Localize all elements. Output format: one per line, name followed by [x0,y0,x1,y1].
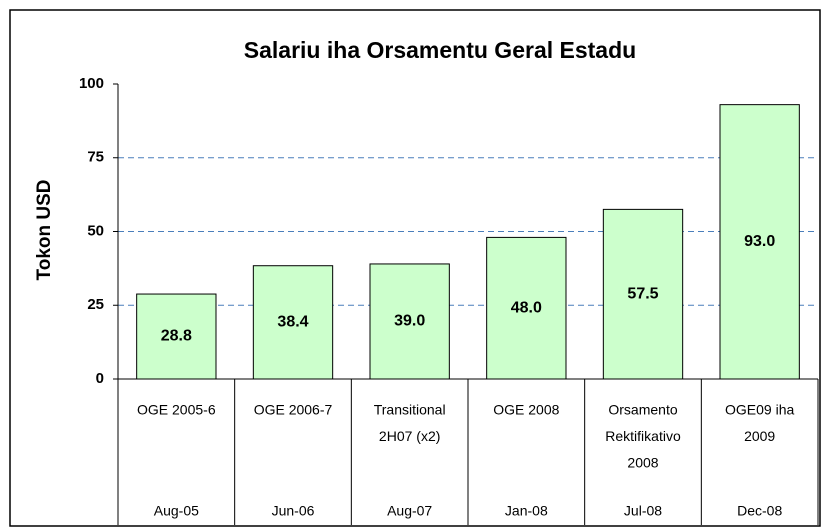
x-tick-label: OGE 2008 [493,402,559,418]
bar [369,263,450,380]
value-label: 93.0 [744,233,775,250]
y-tick-label: 25 [87,296,104,313]
x-tick-label: 2009 [744,428,775,444]
x-tick-label: OGE09 iha [725,402,794,418]
value-label: 57.5 [627,285,658,302]
x-date-label: Aug-07 [387,503,432,519]
x-tick-label: Rektifikativo [605,428,681,444]
x-tick-label: OGE 2006-7 [254,402,333,418]
x-date-label: Jul-08 [624,503,662,519]
y-tick-label: 0 [96,370,104,387]
x-tick-label: Transitional [374,402,446,418]
bar [602,208,684,380]
x-date-label: Dec-08 [737,503,782,519]
x-tick-label: 2008 [627,455,658,471]
bar [486,236,567,380]
x-date-label: Jan-08 [505,503,548,519]
x-date-label: Jun-06 [272,503,315,519]
bar [252,265,334,380]
value-label: 38.4 [277,314,308,331]
bar [136,293,217,380]
value-label: 39.0 [394,313,425,330]
bar [719,104,800,380]
x-tick-label: Orsamento [608,402,677,418]
x-tick-label: 2H07 (x2) [379,428,440,444]
value-label: 48.0 [511,299,542,316]
y-tick-label: 100 [79,75,104,92]
x-date-label: Aug-05 [154,503,199,519]
chart-title: Salariu iha Orsamentu Geral Estadu [244,37,636,63]
y-tick-label: 75 [87,149,104,166]
y-tick-label: 50 [87,222,104,239]
y-axis-title: Tokon USD [34,180,55,281]
x-tick-label: OGE 2005-6 [137,402,216,418]
value-label: 28.8 [161,328,192,345]
